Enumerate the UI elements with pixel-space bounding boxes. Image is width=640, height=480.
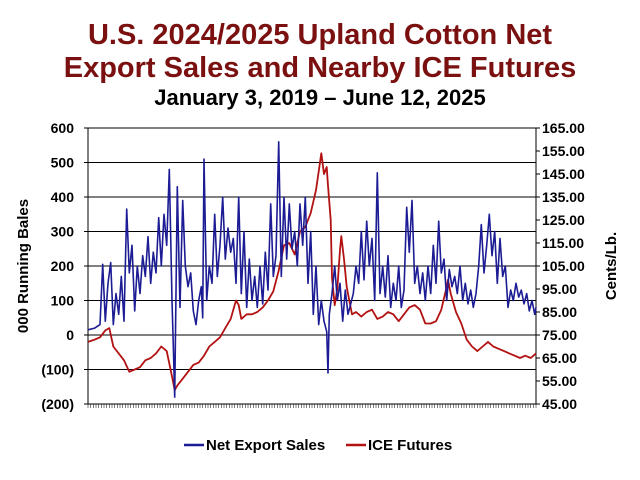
right-tick-label: 115.00 [542, 235, 584, 251]
series-line-ice-futures [87, 152, 537, 392]
left-tick-label: (100) [41, 362, 74, 378]
chart-title-line-1: U.S. 2024/2025 Upland Cotton Net [87, 19, 553, 51]
right-tick-label: 105.00 [542, 258, 585, 274]
left-axis-ticks: (200) (100) 0 100 200 300 400 500 600 [41, 120, 88, 412]
right-tick-label: 145.00 [542, 166, 585, 182]
chart-subtitle: January 3, 2019 – June 12, 2025 [154, 85, 486, 110]
legend: Net Export Sales ICE Futures [184, 437, 452, 454]
y-axis-label-left: 000 Running Bales [15, 199, 32, 333]
left-tick-label: 500 [51, 155, 75, 171]
series-line-net-export-sales [87, 141, 537, 398]
right-tick-label: 155.00 [542, 143, 585, 159]
right-tick-label: 135.00 [542, 189, 585, 205]
legend-label-net-export-sales: Net Export Sales [206, 437, 325, 454]
left-tick-label: 100 [51, 293, 75, 309]
left-tick-label: 0 [66, 327, 74, 343]
right-axis-ticks: 45.00 55.00 65.00 75.00 85.00 95.00 105.00 115.… [536, 120, 585, 412]
right-tick-label: 165.00 [542, 120, 585, 136]
right-tick-label: 95.00 [542, 281, 577, 297]
left-tick-label: 300 [51, 224, 75, 240]
right-tick-label: 55.00 [542, 373, 577, 389]
left-tick-label: 200 [51, 258, 75, 274]
right-tick-label: 75.00 [542, 327, 577, 343]
right-tick-label: 125.00 [542, 212, 585, 228]
legend-label-ice-futures: ICE Futures [368, 437, 452, 454]
y-axis-label-right: Cents/Lb. [603, 232, 620, 300]
right-tick-label: 85.00 [542, 304, 577, 320]
right-tick-label: 45.00 [542, 396, 577, 412]
x-axis-ticks [87, 404, 537, 408]
chart-title-line-2: Export Sales and Nearby ICE Futures [63, 52, 577, 84]
right-tick-label: 65.00 [542, 350, 577, 366]
left-tick-label: 400 [51, 189, 75, 205]
left-tick-label: 600 [51, 120, 75, 136]
left-tick-label: (200) [41, 396, 74, 412]
